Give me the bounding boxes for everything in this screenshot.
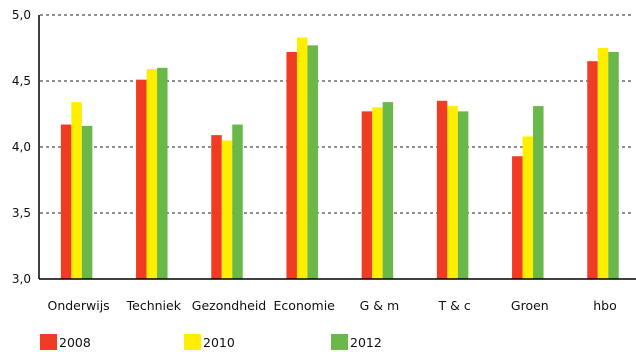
bar-2008-2 — [211, 135, 222, 279]
legend-item-2008: 2008 — [40, 334, 91, 350]
bar-2008-1 — [136, 79, 147, 280]
y-tick-label: 4,0 — [12, 140, 31, 154]
legend-label: 2012 — [350, 334, 382, 350]
bar-2008-6 — [512, 156, 523, 279]
legend-item-2012: 2012 — [331, 334, 382, 350]
legend-label: 2008 — [59, 334, 91, 350]
legend-swatch — [40, 334, 57, 350]
y-tick-label: 4,5 — [12, 74, 31, 88]
y-tick-labels: 3,0 3,5 4,0 4,5 5,0 — [12, 8, 31, 286]
bar-2012-0 — [81, 125, 93, 279]
x-tick-label: Groen — [511, 298, 549, 313]
x-tick-label: Economie — [274, 298, 336, 313]
legend-swatch — [331, 334, 348, 350]
bar-2012-4 — [382, 102, 394, 280]
bar-2012-2 — [232, 124, 243, 279]
bar-2010-2 — [221, 140, 233, 279]
bar-2010-6 — [522, 136, 534, 279]
bar-2008-7 — [587, 61, 598, 280]
bar-2012-5 — [457, 111, 469, 279]
legend: 2008 2010 2012 — [0, 334, 636, 352]
x-tick-label: G & m — [360, 298, 400, 313]
bar-2010-0 — [71, 102, 82, 280]
y-tick-label: 5,0 — [12, 8, 31, 22]
bar-2012-7 — [608, 51, 619, 280]
x-tick-label: Techniek — [126, 298, 182, 313]
bar-2008-4 — [361, 111, 373, 279]
x-tick-label: hbo — [593, 298, 617, 313]
bar-2012-1 — [157, 67, 168, 279]
x-tick-labels: Onderwijs Techniek Gezondheid Economie G & m… — [47, 298, 616, 313]
x-tick-label: Onderwijs — [47, 298, 109, 313]
bar-2010-7 — [597, 48, 609, 279]
bar-2008-5 — [436, 100, 448, 279]
x-tick-label: Gezondheid — [192, 298, 266, 313]
bar-2012-6 — [533, 106, 544, 279]
bar-2010-3 — [296, 37, 308, 279]
legend-item-2010: 2010 — [184, 334, 235, 350]
bar-2010-4 — [372, 107, 383, 280]
bar-2010-5 — [447, 106, 458, 279]
y-tick-label: 3,0 — [12, 272, 31, 286]
bar-2010-1 — [146, 69, 158, 280]
legend-swatch — [184, 334, 201, 350]
bar-2012-3 — [307, 45, 318, 279]
legend-label: 2010 — [203, 334, 235, 350]
x-tick-label: T & c — [437, 298, 470, 313]
y-tick-label: 3,5 — [12, 206, 31, 220]
bar-2008-0 — [60, 124, 72, 279]
bars — [60, 37, 619, 280]
bar-2008-3 — [286, 51, 297, 280]
